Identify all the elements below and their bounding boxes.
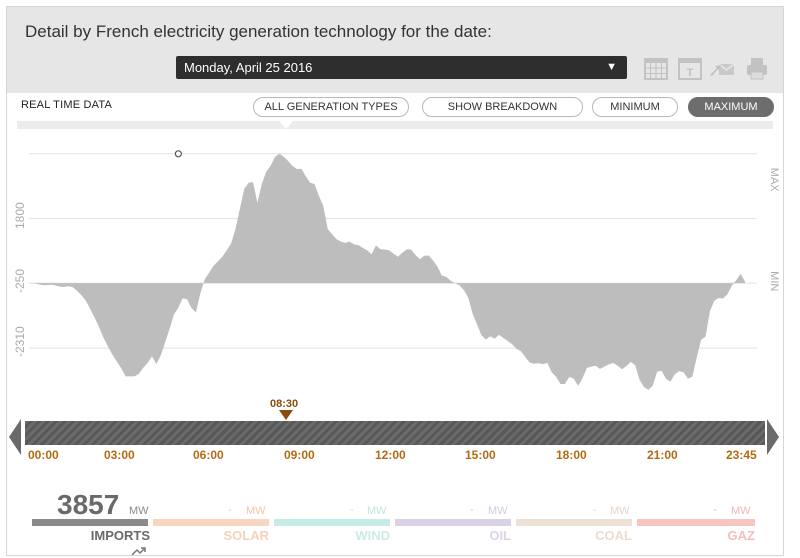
calendar-grid-icon[interactable]: [643, 55, 669, 81]
production-widget: Detail by French electricity generation …: [6, 6, 784, 556]
gaz-bar: [637, 519, 755, 526]
time-tick: 03:00: [104, 448, 135, 462]
realtime-label: REAL TIME DATA: [21, 99, 113, 111]
oil-bar: [395, 519, 511, 526]
chart-top-strip: [17, 121, 773, 129]
chevron-down-icon[interactable]: ▼: [606, 61, 617, 73]
timeline-bar[interactable]: [25, 421, 765, 445]
email-share-icon[interactable]: [709, 55, 735, 81]
cursor-notch: [279, 121, 293, 129]
maximum-button[interactable]: MAXIMUM: [688, 97, 774, 117]
y-tick-label: 1800: [13, 202, 27, 229]
gaz-unit: MW: [731, 505, 751, 517]
calendar-today-icon[interactable]: T: [677, 55, 703, 81]
wind-unit: MW: [367, 505, 387, 517]
solar-value: -: [228, 504, 232, 516]
imports-value: 3857: [57, 489, 120, 520]
coal-unit: MW: [610, 505, 630, 517]
time-tick: 21:00: [647, 448, 678, 462]
imports-unit: MW: [129, 505, 149, 517]
time-tick: 18:00: [556, 448, 587, 462]
oil-unit: MW: [488, 505, 508, 517]
cursor-time-label: 08:30: [270, 398, 299, 410]
show-breakdown-button[interactable]: SHOW BREAKDOWN: [422, 97, 583, 117]
min-marker-label: MIN: [768, 271, 780, 291]
coal-bar: [516, 519, 632, 526]
oil-label[interactable]: OIL: [489, 528, 511, 543]
y-tick-label: -2310: [13, 326, 27, 357]
time-tick: 06:00: [193, 448, 224, 462]
time-tick: 00:00: [28, 448, 59, 462]
svg-text:T: T: [687, 67, 694, 79]
time-tick: 23:45: [726, 448, 757, 462]
cursor-handle[interactable]: [279, 410, 293, 420]
solar-bar: [153, 519, 269, 526]
imports-bar: [32, 519, 148, 526]
coal-value: -: [593, 504, 597, 516]
wind-bar: [274, 519, 390, 526]
solar-label[interactable]: SOLAR: [223, 528, 270, 543]
date-value: Monday, April 25 2016: [184, 60, 313, 75]
prev-day-arrow-icon[interactable]: [9, 419, 21, 455]
wind-value: -: [350, 504, 354, 516]
chart: MAX MIN: [29, 150, 780, 390]
imports-label[interactable]: IMPORTS: [90, 528, 150, 543]
minimum-button[interactable]: MINIMUM: [592, 97, 678, 117]
wind-label[interactable]: WIND: [355, 528, 390, 543]
time-tick: 09:00: [284, 448, 315, 462]
area-series: [29, 153, 745, 390]
max-point-marker: [174, 150, 182, 158]
time-tick: 12:00: [375, 448, 406, 462]
page-title: Detail by French electricity generation …: [25, 22, 492, 41]
all-generation-types-button[interactable]: ALL GENERATION TYPES: [253, 97, 409, 117]
oil-value: -: [470, 504, 474, 516]
trend-up-icon: [131, 547, 146, 555]
y-tick-label: -250: [13, 268, 27, 293]
gaz-label[interactable]: GAZ: [727, 528, 755, 543]
max-marker-label: MAX: [768, 168, 780, 193]
gaz-value: -: [713, 504, 717, 516]
header: Detail by French electricity generation …: [7, 7, 783, 93]
coal-label[interactable]: COAL: [595, 528, 632, 543]
next-day-arrow-icon[interactable]: [767, 419, 779, 455]
date-select[interactable]: Monday, April 25 2016 ▼: [176, 56, 627, 79]
time-tick: 15:00: [465, 448, 496, 462]
solar-unit: MW: [246, 505, 266, 517]
print-icon[interactable]: [744, 55, 770, 81]
